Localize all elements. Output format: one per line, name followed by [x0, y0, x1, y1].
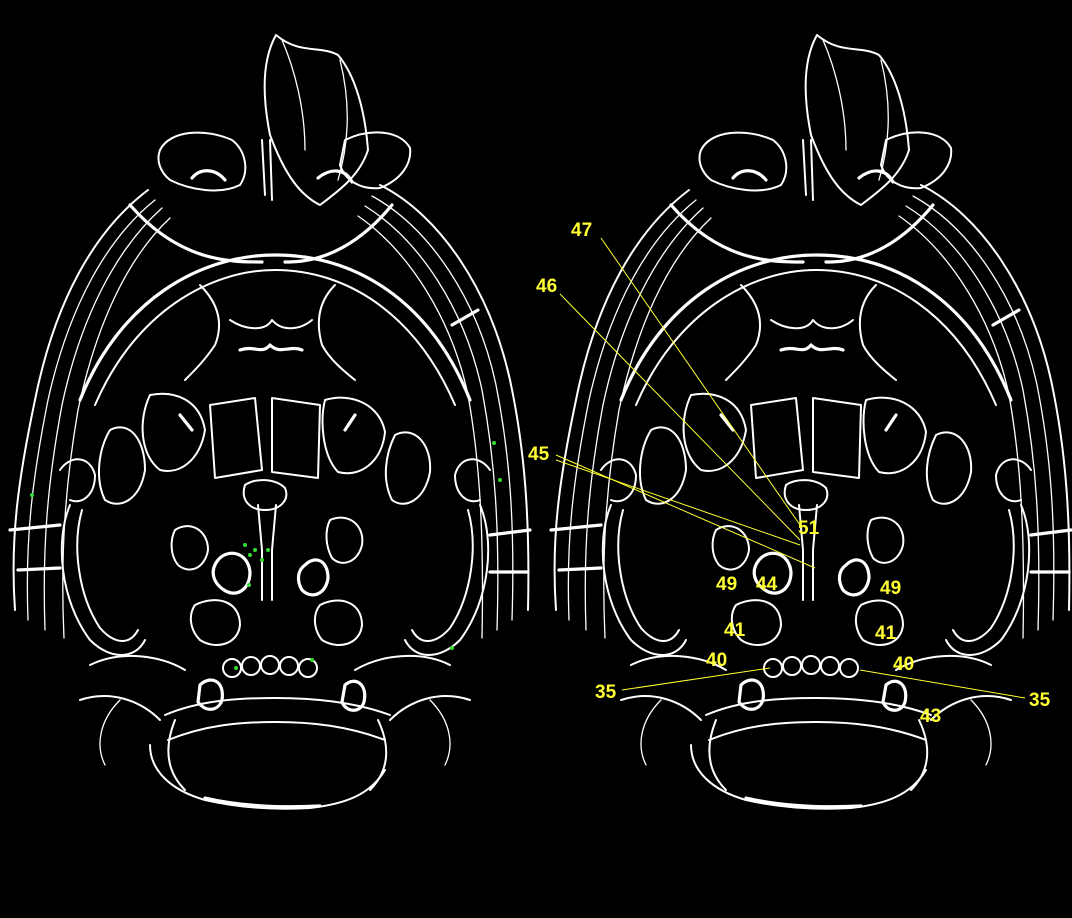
green-markers — [30, 441, 502, 670]
label-40-left: 40 — [706, 650, 727, 671]
label-49-left: 49 — [716, 574, 737, 595]
label-44: 44 — [756, 574, 778, 595]
label-45: 45 — [528, 444, 550, 465]
label-40-right: 40 — [893, 654, 914, 675]
label-35-right: 35 — [1029, 690, 1051, 711]
label-35-left: 35 — [595, 682, 617, 703]
label-51: 51 — [798, 518, 820, 539]
label-46: 46 — [536, 276, 557, 297]
leader-lines — [555, 237, 1026, 699]
label-43: 43 — [920, 706, 941, 727]
label-41-right: 41 — [875, 623, 897, 644]
label-47: 47 — [571, 220, 592, 241]
label-41-left: 41 — [724, 620, 746, 641]
label-49-right: 49 — [880, 578, 901, 599]
